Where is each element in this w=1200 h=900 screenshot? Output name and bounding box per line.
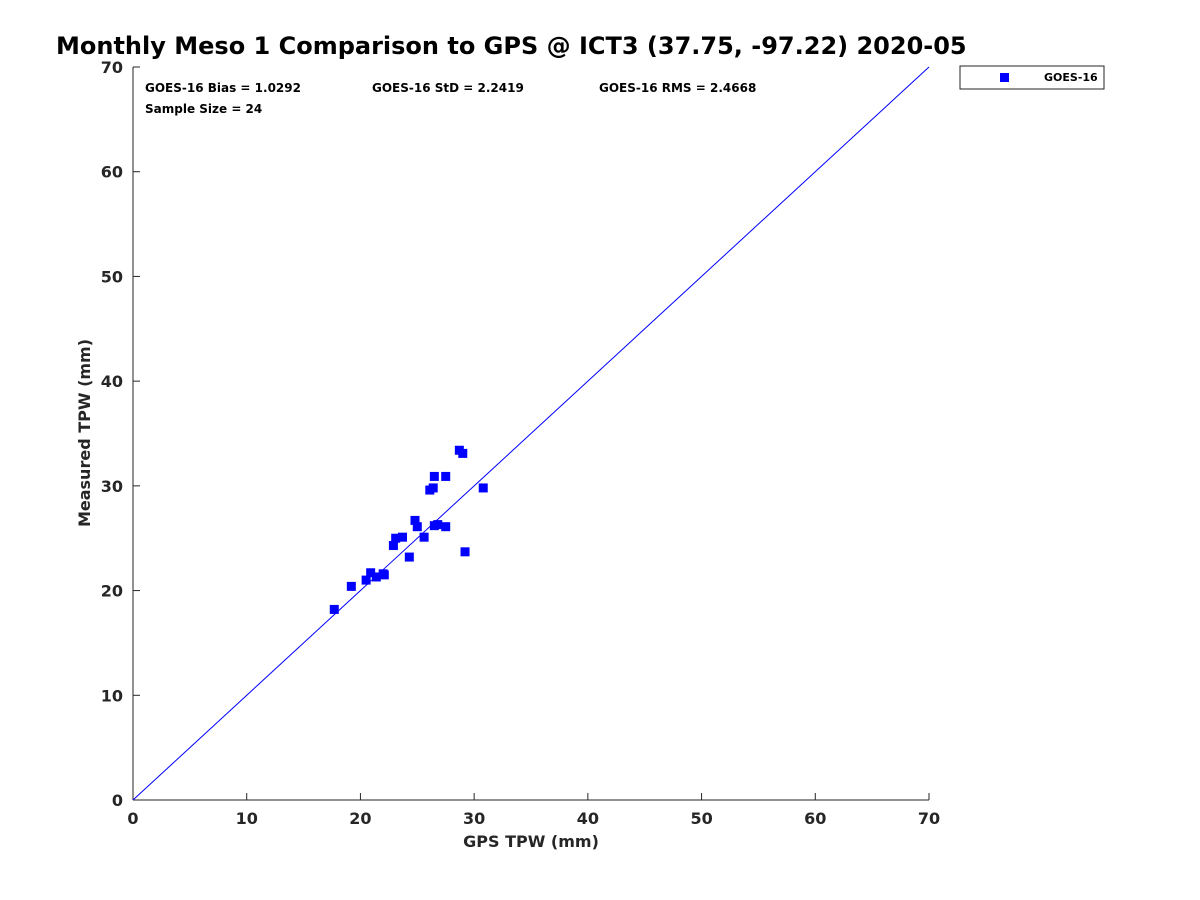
legend-marker-square	[1000, 73, 1009, 82]
data-point	[460, 547, 470, 557]
data-point	[441, 471, 451, 481]
std-stat: GOES-16 StD = 2.2419	[372, 81, 524, 95]
chart-title: Monthly Meso 1 Comparison to GPS @ ICT3 …	[56, 32, 967, 60]
data-point	[329, 604, 339, 614]
data-point	[429, 471, 439, 481]
y-tick-label: 10	[101, 686, 123, 705]
data-point	[412, 522, 422, 532]
y-tick-label: 40	[101, 372, 123, 391]
x-tick-label: 20	[349, 809, 371, 828]
rms-stat: GOES-16 RMS = 2.4668	[599, 81, 756, 95]
data-point	[458, 448, 468, 458]
y-ticks: 0 10 20 30 40 50 60 70	[101, 58, 140, 810]
plot-area: 0 10 20 30 40 50 60 70 0 10 20 30 40 50 60 70	[101, 58, 940, 828]
data-point	[379, 570, 389, 580]
y-tick-label: 20	[101, 582, 123, 601]
x-ticks: 0 10 20 30 40 50 60 70	[127, 793, 940, 828]
legend-label: GOES-16	[1044, 71, 1098, 84]
data-point	[361, 575, 371, 585]
x-tick-label: 40	[577, 809, 599, 828]
data-point	[388, 541, 398, 551]
x-tick-label: 10	[236, 809, 258, 828]
data-point	[346, 581, 356, 591]
data-point	[404, 552, 414, 562]
data-point	[441, 522, 451, 532]
data-point	[478, 483, 488, 493]
data-point	[371, 572, 381, 582]
x-tick-label: 60	[804, 809, 826, 828]
x-tick-label: 0	[127, 809, 138, 828]
sample-size-stat: Sample Size = 24	[145, 102, 262, 116]
y-tick-label: 0	[112, 791, 123, 810]
legend-box	[959, 65, 1105, 90]
stats-annotations: GOES-16 Bias = 1.0292 GOES-16 StD = 2.24…	[145, 81, 756, 116]
data-point	[419, 532, 429, 542]
y-tick-label: 50	[101, 267, 123, 286]
x-tick-label: 30	[463, 809, 485, 828]
data-point	[391, 533, 401, 543]
data-point	[366, 568, 376, 578]
bias-stat: GOES-16 Bias = 1.0292	[145, 81, 301, 95]
x-tick-label: 50	[690, 809, 712, 828]
data-point	[429, 521, 439, 531]
data-point	[398, 532, 408, 542]
data-point	[428, 483, 438, 493]
x-axis-label: GPS TPW (mm)	[463, 832, 599, 851]
y-tick-label: 60	[101, 163, 123, 182]
one-to-one-reference-line	[132, 66, 930, 801]
x-tick-label: 70	[918, 809, 940, 828]
y-tick-label: 30	[101, 477, 123, 496]
y-tick-label: 70	[101, 58, 123, 77]
data-points	[329, 445, 488, 614]
legend: GOES-16	[959, 65, 1105, 90]
data-point	[410, 515, 420, 525]
y-axis-label: Measured TPW (mm)	[75, 339, 94, 527]
